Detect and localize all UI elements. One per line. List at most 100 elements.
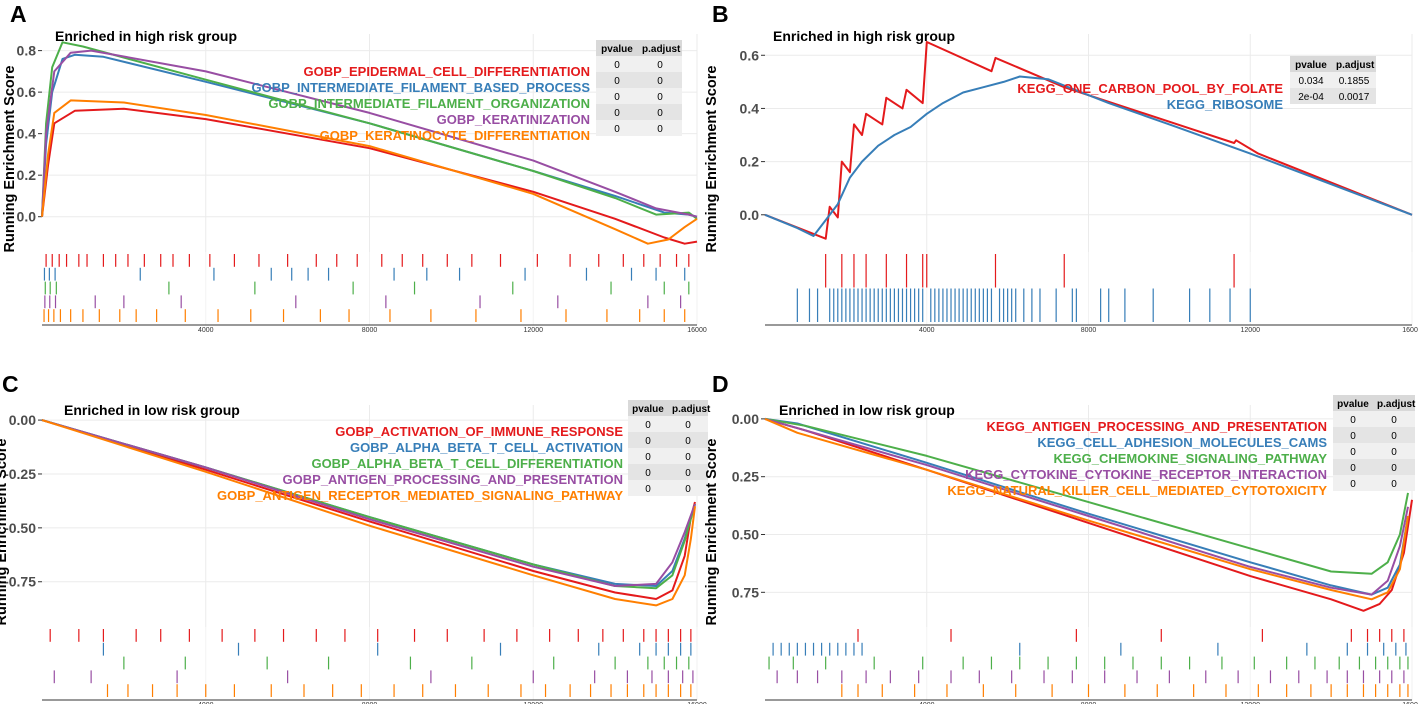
- y-tick-label: -0.50: [4, 520, 36, 536]
- table-header-cell: [1333, 395, 1373, 411]
- panel-letter: A: [10, 1, 27, 27]
- table-row: [1290, 72, 1376, 88]
- table-row: [628, 480, 708, 496]
- x-tick-label: 16000: [687, 702, 707, 704]
- y-tick-label: 0.4: [17, 126, 37, 142]
- legend-label: KEGG_NATURAL_KILLER_CELL_MEDIATED_CYTOTO…: [947, 483, 1327, 498]
- legend-label: KEGG_CELL_ADHESION_MOLECULES_CAMS: [1037, 435, 1327, 450]
- x-tick-label: 8000: [362, 702, 378, 704]
- y-tick-label: 0.6: [17, 84, 37, 100]
- legend-label: GOBP_INTERMEDIATE_FILAMENT_BASED_PROCESS: [251, 80, 590, 95]
- table-row: [628, 448, 708, 464]
- y-tick-label: 0.50: [732, 527, 759, 543]
- table-cell-pvalue: 0: [1350, 447, 1356, 458]
- table-row: [596, 88, 682, 104]
- table-cell-padjust: 0: [685, 452, 691, 463]
- x-tick-label: 12000: [524, 327, 544, 334]
- legend-label: KEGG_CHEMOKINE_SIGNALING_PATHWAY: [1053, 451, 1327, 466]
- y-tick-label: 0.4: [740, 100, 760, 116]
- table-row: [1333, 427, 1415, 443]
- table-cell-padjust: 0: [1391, 447, 1397, 458]
- table-cell-pvalue: 0: [645, 468, 651, 479]
- panel-letter: C: [2, 371, 19, 397]
- y-tick-label: 0.00: [9, 412, 36, 428]
- legend-label: GOBP_ANTIGEN_PROCESSING_AND_PRESENTATION: [283, 472, 623, 487]
- table-header-cell: [638, 40, 682, 56]
- table-header-padjust: p.adjust: [672, 404, 711, 415]
- table-row: [596, 72, 682, 88]
- x-tick-label: 8000: [362, 327, 378, 334]
- legend-label: GOBP_EPIDERMAL_CELL_DIFFERENTIATION: [303, 64, 590, 79]
- y-tick-label: 0.8: [17, 43, 37, 59]
- plot-title: Enriched in low risk group: [64, 402, 240, 418]
- x-tick-label: 4000: [919, 702, 935, 704]
- table-row: [628, 432, 708, 448]
- y-axis-label: Running Enrichment Score: [0, 439, 10, 626]
- table-header-pvalue: pvalue: [601, 44, 633, 55]
- table-cell-pvalue: 0: [645, 436, 651, 447]
- table-cell-pvalue: 0: [1350, 415, 1356, 426]
- x-tick-label: 4000: [198, 702, 214, 704]
- table-header-padjust: p.adjust: [1336, 60, 1375, 71]
- y-tick-label: -0.75: [4, 574, 36, 590]
- table-row: [1333, 475, 1415, 491]
- series-line: [41, 419, 696, 607]
- series-line: [41, 49, 698, 218]
- table-cell-padjust: 0: [1391, 463, 1397, 474]
- table-cell-padjust: 0: [657, 108, 663, 119]
- series-line: [764, 75, 1413, 237]
- table-cell-padjust: 0: [685, 420, 691, 431]
- legend-label: GOBP_ANTIGEN_RECEPTOR_MEDIATED_SIGNALING…: [217, 488, 623, 503]
- panel-letter: D: [712, 371, 729, 397]
- x-tick-label: 16000: [1402, 327, 1418, 334]
- table-cell-pvalue: 0: [614, 108, 620, 119]
- y-tick-label: 0.2: [740, 154, 760, 170]
- table-header-cell: [628, 400, 668, 416]
- table-header-cell: [1373, 395, 1415, 411]
- legend-label: GOBP_INTERMEDIATE_FILAMENT_ORGANIZATION: [268, 96, 590, 111]
- table-header-cell: [668, 400, 708, 416]
- table-row: [596, 104, 682, 120]
- table-cell-padjust: 0: [657, 124, 663, 135]
- table-cell-pvalue: 0: [645, 484, 651, 495]
- y-axis-label: Running Enrichment Score: [2, 66, 18, 253]
- table-cell-padjust: 0: [685, 468, 691, 479]
- table-cell-pvalue: 0: [645, 420, 651, 431]
- plot-title: Enriched in high risk group: [55, 28, 237, 44]
- legend-label: GOBP_KERATINIZATION: [437, 112, 590, 127]
- x-tick-label: 12000: [524, 702, 544, 704]
- table-row: [596, 56, 682, 72]
- legend-label: KEGG_ANTIGEN_PROCESSING_AND_PRESENTATION: [987, 419, 1327, 434]
- series-line: [41, 107, 698, 245]
- table-cell-padjust: 0: [657, 76, 663, 87]
- series-line: [41, 419, 696, 587]
- table-header-cell: [596, 40, 638, 56]
- table-row: [628, 464, 708, 480]
- y-axis-label: Running Enrichment Score: [704, 439, 720, 626]
- legend-label: GOBP_ALPHA_BETA_T_CELL_ACTIVATION: [350, 440, 623, 455]
- y-tick-label: 0.25: [732, 469, 759, 485]
- table-row: [1333, 459, 1415, 475]
- legend-label: GOBP_ACTIVATION_OF_IMMUNE_RESPONSE: [335, 424, 623, 439]
- table-header-cell: [1332, 56, 1376, 72]
- table-header-pvalue: pvalue: [1295, 60, 1327, 71]
- table-cell-pvalue: 0: [614, 124, 620, 135]
- table-cell-padjust: 0.0017: [1339, 92, 1370, 103]
- table-cell-pvalue: 0: [614, 60, 620, 71]
- table-cell-pvalue: 0: [1350, 463, 1356, 474]
- table-cell-padjust: 0: [685, 484, 691, 495]
- panel-a: A 0.0 0.2 0.4 0.6 0.8 Running Enrichment Score…: [2, 1, 707, 334]
- table-row: [1290, 88, 1376, 104]
- table-cell-padjust: 0: [1391, 479, 1397, 490]
- table-header-cell: [1290, 56, 1332, 72]
- legend-label: KEGG_CYTOKINE_CYTOKINE_RECEPTOR_INTERACT…: [965, 467, 1327, 482]
- table-cell-padjust: 0.1855: [1339, 76, 1370, 87]
- series-line: [41, 41, 698, 220]
- y-tick-label: 0.00: [732, 411, 759, 427]
- series-line: [764, 417, 1409, 596]
- y-axis-label: Running Enrichment Score: [704, 66, 720, 253]
- y-tick-label: -0.25: [4, 466, 36, 482]
- y-tick-label: 0.2: [17, 167, 37, 183]
- plot-title: Enriched in high risk group: [773, 28, 955, 44]
- x-tick-label: 12000: [1241, 327, 1261, 334]
